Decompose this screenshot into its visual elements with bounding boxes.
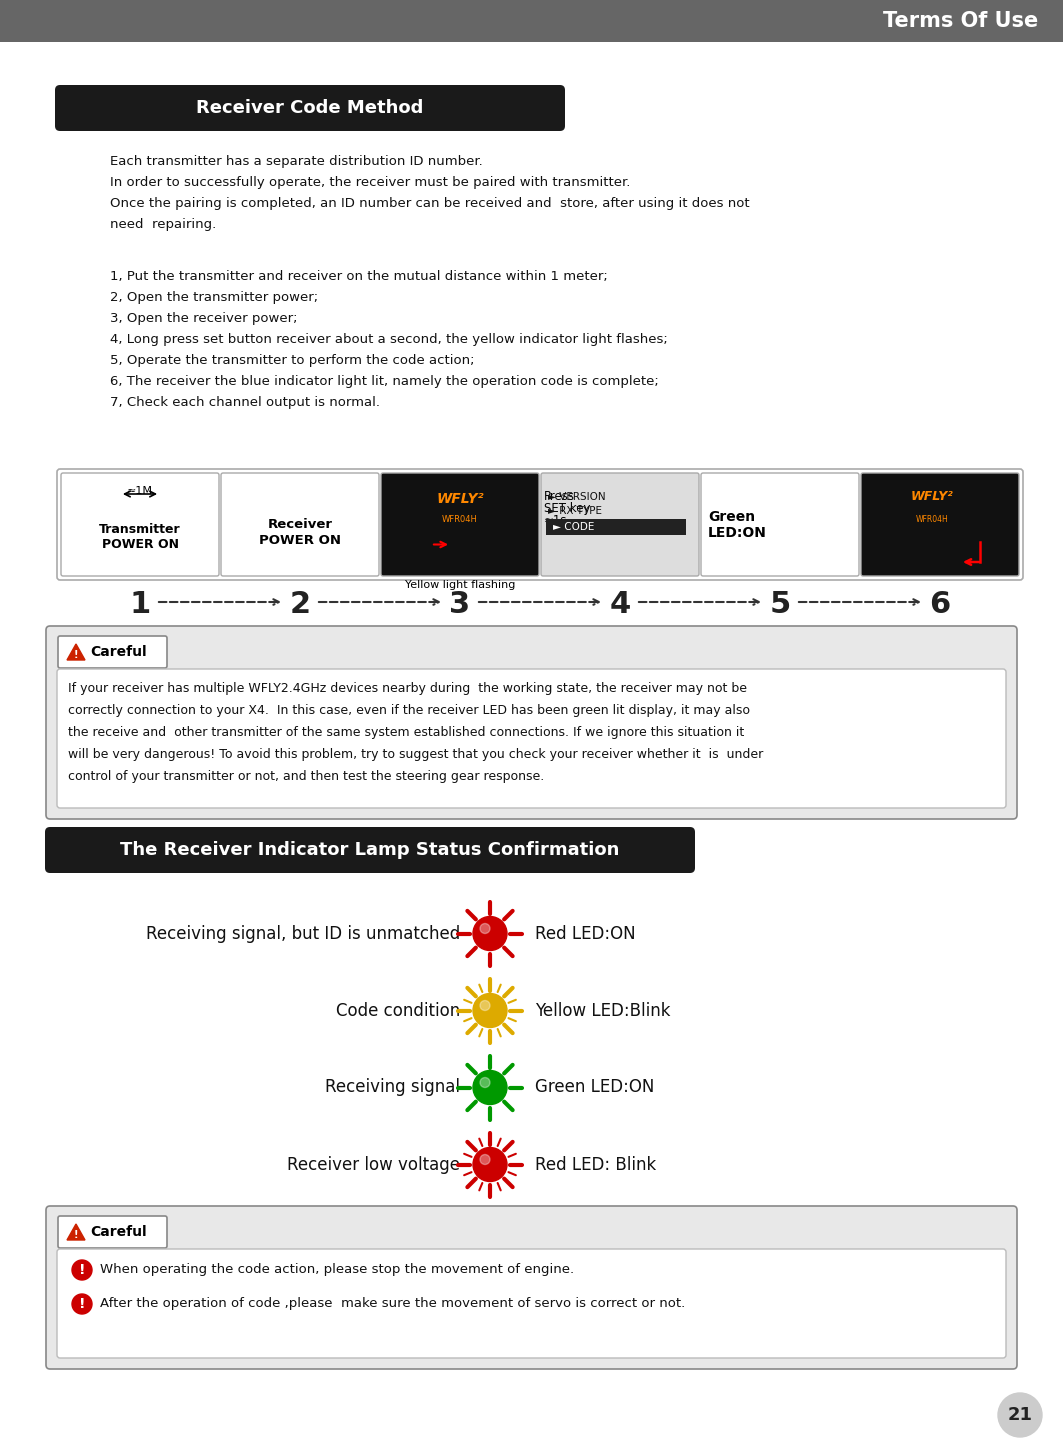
Text: Transmitter: Transmitter [99, 523, 181, 536]
Text: ≈1M: ≈1M [126, 486, 153, 496]
Circle shape [473, 1147, 507, 1182]
FancyBboxPatch shape [701, 473, 859, 576]
Text: Terms Of Use: Terms Of Use [882, 12, 1037, 30]
FancyBboxPatch shape [46, 626, 1017, 819]
Text: Yellow light flashing: Yellow light flashing [405, 580, 516, 590]
Circle shape [72, 1260, 92, 1280]
Polygon shape [67, 1224, 85, 1240]
Text: ≈1s: ≈1s [544, 513, 568, 526]
FancyBboxPatch shape [58, 1217, 167, 1248]
Text: control of your transmitter or not, and then test the steering gear response.: control of your transmitter or not, and … [68, 770, 544, 783]
Text: Receiver Code Method: Receiver Code Method [197, 99, 424, 117]
Text: In order to successfully operate, the receiver must be paired with transmitter.: In order to successfully operate, the re… [109, 175, 630, 188]
FancyBboxPatch shape [57, 468, 1023, 580]
Text: ► RX TYPE: ► RX TYPE [549, 506, 602, 516]
Text: Receiving signal, but ID is unmatched: Receiving signal, but ID is unmatched [146, 925, 460, 942]
Text: WFLY²: WFLY² [436, 492, 484, 506]
Text: POWER ON: POWER ON [259, 534, 341, 547]
Circle shape [480, 1000, 490, 1011]
FancyBboxPatch shape [61, 473, 219, 576]
Text: ► VERSION: ► VERSION [549, 492, 606, 502]
Text: !: ! [79, 1296, 85, 1311]
Text: POWER ON: POWER ON [101, 538, 179, 551]
Text: correctly connection to your X4.  In this case, even if the receiver LED has bee: correctly connection to your X4. In this… [68, 705, 750, 716]
FancyBboxPatch shape [58, 637, 167, 668]
FancyBboxPatch shape [221, 473, 379, 576]
Text: Press: Press [544, 490, 575, 503]
Text: !: ! [73, 650, 79, 660]
FancyBboxPatch shape [57, 668, 1006, 808]
Text: WFLY²: WFLY² [911, 490, 954, 503]
Text: Code condition: Code condition [336, 1002, 460, 1019]
Text: need  repairing.: need repairing. [109, 218, 216, 231]
Text: 2, Open the transmitter power;: 2, Open the transmitter power; [109, 291, 318, 304]
Text: Receiver: Receiver [268, 518, 333, 531]
Text: LED:ON: LED:ON [708, 525, 766, 539]
Text: Red LED: Blink: Red LED: Blink [535, 1156, 656, 1173]
Circle shape [473, 1070, 507, 1105]
Text: the receive and  other transmitter of the same system established connections. I: the receive and other transmitter of the… [68, 726, 744, 740]
Circle shape [998, 1393, 1042, 1437]
Text: 6, The receiver the blue indicator light lit, namely the operation code is compl: 6, The receiver the blue indicator light… [109, 376, 659, 389]
FancyBboxPatch shape [861, 473, 1019, 576]
Text: 3, Open the receiver power;: 3, Open the receiver power; [109, 312, 298, 325]
Text: 3: 3 [450, 590, 471, 619]
Text: 1: 1 [130, 590, 151, 619]
Text: 5, Operate the transmitter to perform the code action;: 5, Operate the transmitter to perform th… [109, 354, 474, 367]
Circle shape [473, 993, 507, 1028]
FancyBboxPatch shape [46, 1206, 1017, 1369]
FancyBboxPatch shape [57, 1248, 1006, 1359]
Text: If your receiver has multiple WFLY2.4GHz devices nearby during  the working stat: If your receiver has multiple WFLY2.4GHz… [68, 682, 747, 695]
Text: !: ! [79, 1263, 85, 1277]
Text: Green: Green [708, 509, 755, 523]
Text: Careful: Careful [90, 645, 147, 658]
Bar [0, 0, 1063, 42]
Text: 4, Long press set button receiver about a second, the yellow indicator light fla: 4, Long press set button receiver about … [109, 334, 668, 347]
Text: 1, Put the transmitter and receiver on the mutual distance within 1 meter;: 1, Put the transmitter and receiver on t… [109, 270, 608, 283]
Text: WFR04H: WFR04H [442, 515, 478, 523]
Text: Red LED:ON: Red LED:ON [535, 925, 636, 942]
FancyBboxPatch shape [55, 86, 566, 130]
FancyBboxPatch shape [45, 826, 695, 873]
Text: will be very dangerous! To avoid this problem, try to suggest that you check you: will be very dangerous! To avoid this pr… [68, 748, 763, 761]
Text: Once the pairing is completed, an ID number can be received and  store, after us: Once the pairing is completed, an ID num… [109, 197, 749, 210]
Text: ► CODE: ► CODE [553, 522, 594, 532]
Text: 21: 21 [1008, 1406, 1032, 1424]
Text: Receiving signal: Receiving signal [325, 1079, 460, 1096]
Text: 4: 4 [609, 590, 630, 619]
FancyBboxPatch shape [541, 473, 699, 576]
Text: !: ! [73, 1230, 79, 1240]
FancyBboxPatch shape [381, 473, 539, 576]
Circle shape [480, 1154, 490, 1164]
Text: WFR04H: WFR04H [915, 515, 948, 523]
Circle shape [480, 1077, 490, 1088]
Text: The Receiver Indicator Lamp Status Confirmation: The Receiver Indicator Lamp Status Confi… [120, 841, 620, 858]
Circle shape [480, 924, 490, 934]
Text: 2: 2 [289, 590, 310, 619]
Text: 6: 6 [929, 590, 950, 619]
Text: When operating the code action, please stop the movement of engine.: When operating the code action, please s… [100, 1263, 574, 1276]
Text: Green LED:ON: Green LED:ON [535, 1079, 655, 1096]
Text: 5: 5 [770, 590, 791, 619]
Polygon shape [67, 644, 85, 660]
Text: 7, Check each channel output is normal.: 7, Check each channel output is normal. [109, 396, 379, 409]
Text: After the operation of code ,please  make sure the movement of servo is correct : After the operation of code ,please make… [100, 1298, 686, 1311]
Text: Each transmitter has a separate distribution ID number.: Each transmitter has a separate distribu… [109, 155, 483, 168]
Bar [546, 519, 686, 535]
Circle shape [72, 1293, 92, 1314]
Text: Yellow LED:Blink: Yellow LED:Blink [535, 1002, 671, 1019]
Text: SET key: SET key [544, 502, 591, 515]
Text: Careful: Careful [90, 1225, 147, 1238]
Circle shape [473, 916, 507, 951]
Text: Receiver low voltage: Receiver low voltage [287, 1156, 460, 1173]
